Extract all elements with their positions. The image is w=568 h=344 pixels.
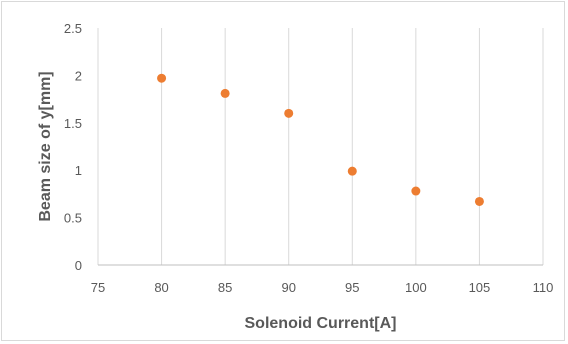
y-tick-label: 2.5 [64,21,82,36]
x-tick-label: 90 [281,280,295,295]
data-point [474,196,484,206]
x-tick-label: 100 [405,280,427,295]
y-tick-label: 1.5 [64,116,82,131]
y-axis-title: Beam size of y[mm] [37,71,54,221]
y-tick-label: 0.5 [64,211,82,226]
grid-lines [97,28,544,265]
data-point [157,73,167,83]
x-tick-label: 110 [533,280,554,295]
x-tick-label: 95 [345,280,359,295]
x-tick-label: 105 [469,280,491,295]
x-axis-title: Solenoid Current[A] [245,315,397,332]
y-tick-label: 2 [75,68,82,83]
y-tick-label: 0 [75,258,82,273]
data-points [157,73,484,206]
x-tick-label: 85 [218,280,232,295]
data-point [284,108,294,118]
data-point [411,186,421,196]
x-tick-label: 80 [154,280,168,295]
data-point [347,166,357,176]
data-point [220,88,230,98]
tick-labels: 75 80 85 90 95 100 105 110 0 0.5 1 1.5 2 2.5 [64,21,553,295]
y-tick-label: 1 [75,163,82,178]
x-tick-label: 75 [91,280,105,295]
